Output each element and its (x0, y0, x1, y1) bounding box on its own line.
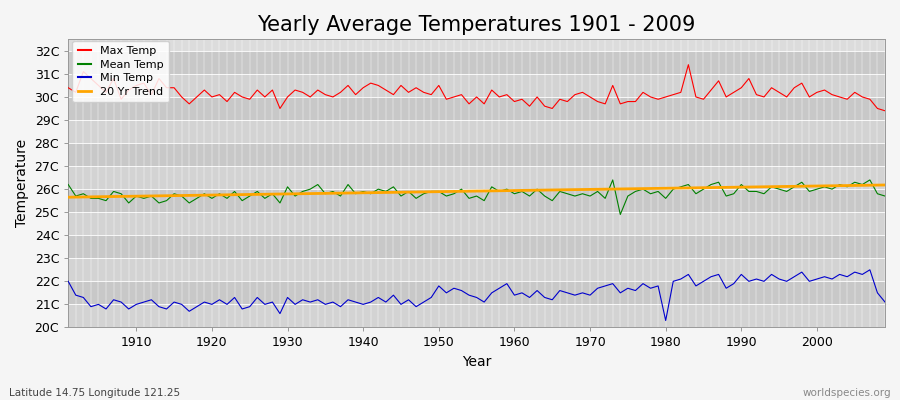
X-axis label: Year: Year (462, 355, 491, 369)
Bar (68, 143, 885, 166)
Bar (68, 212, 885, 235)
Text: worldspecies.org: worldspecies.org (803, 388, 891, 398)
Title: Yearly Average Temperatures 1901 - 2009: Yearly Average Temperatures 1901 - 2009 (257, 15, 696, 35)
Bar (68, 235, 885, 258)
Legend: Max Temp, Mean Temp, Min Temp, 20 Yr Trend: Max Temp, Mean Temp, Min Temp, 20 Yr Tre… (72, 41, 169, 102)
Bar (68, 189, 885, 212)
Y-axis label: Temperature: Temperature (15, 139, 29, 228)
Bar (68, 74, 885, 97)
Bar (68, 97, 885, 120)
Bar (68, 304, 885, 328)
Bar (68, 258, 885, 281)
Text: Latitude 14.75 Longitude 121.25: Latitude 14.75 Longitude 121.25 (9, 388, 180, 398)
Bar (68, 120, 885, 143)
Bar (68, 166, 885, 189)
Bar (68, 281, 885, 304)
Bar (68, 51, 885, 74)
